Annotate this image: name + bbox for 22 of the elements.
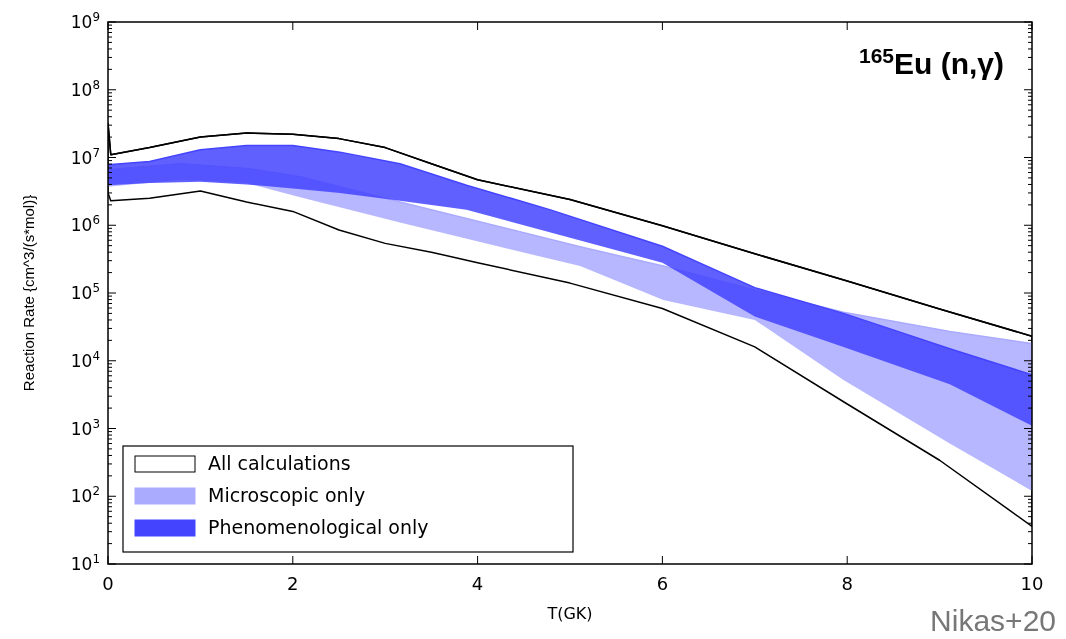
legend-label: All calculations [208, 452, 351, 474]
legend-label: Microscopic only [208, 484, 366, 506]
x-tick-label: 0 [102, 573, 114, 594]
y-tick-label: 10$^{8}$ [70, 77, 100, 100]
x-tick-label: 10 [1020, 573, 1044, 594]
legend-label: Phenomenological only [208, 516, 429, 538]
y-tick-label: 10$^{7}$ [70, 145, 100, 168]
y-tick-label: 10$^{3}$ [70, 416, 100, 439]
y-tick-label: 10$^{9}$ [70, 10, 100, 32]
y-axis-title: Reaction Rate {cm^3/(s*mol)} [20, 194, 37, 392]
x-axis-title: T(GK) [546, 604, 593, 623]
y-tick-label: 10$^{1}$ [70, 552, 100, 574]
y-tick-label: 10$^{2}$ [70, 484, 100, 507]
y-tick-label: 10$^{6}$ [70, 213, 100, 236]
y-tick-label: 10$^{5}$ [70, 281, 100, 303]
x-tick-label: 2 [287, 573, 299, 594]
annotation: $^{165}$Eu (n,γ) [858, 43, 1004, 80]
x-tick-label: 8 [841, 573, 853, 594]
text: Nikas+20 [930, 604, 1056, 637]
x-tick-label: 6 [656, 573, 669, 594]
x-tick-label: 4 [471, 573, 484, 594]
y-tick-label: 10$^{4}$ [70, 348, 100, 371]
